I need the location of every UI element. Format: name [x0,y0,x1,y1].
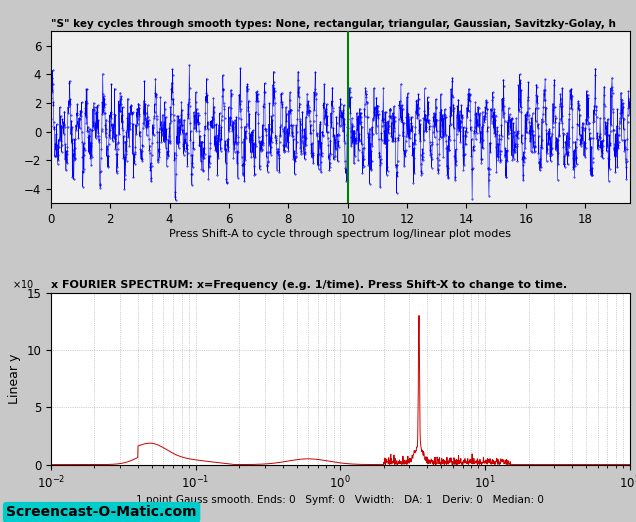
X-axis label: 1 point Gauss smooth. Ends: 0   Symf: 0   Vwidth:   DA: 1   Deriv: 0   Median: 0: 1 point Gauss smooth. Ends: 0 Symf: 0 Vw… [136,495,544,505]
Y-axis label: Linear y: Linear y [8,353,21,404]
Text: x FOURIER SPECTRUM: x=Frequency (e.g. 1/time). Press Shift-X to change to time.: x FOURIER SPECTRUM: x=Frequency (e.g. 1/… [51,280,567,290]
X-axis label: Press Shift-A to cycle through spectrum log/linear plot modes: Press Shift-A to cycle through spectrum … [169,229,511,239]
Text: "S" key cycles through smooth types: None, rectangular, triangular, Gaussian, Sa: "S" key cycles through smooth types: Non… [51,19,616,29]
Text: $\times10$: $\times10$ [12,278,34,290]
Text: Screencast-O-Matic.com: Screencast-O-Matic.com [6,505,197,519]
